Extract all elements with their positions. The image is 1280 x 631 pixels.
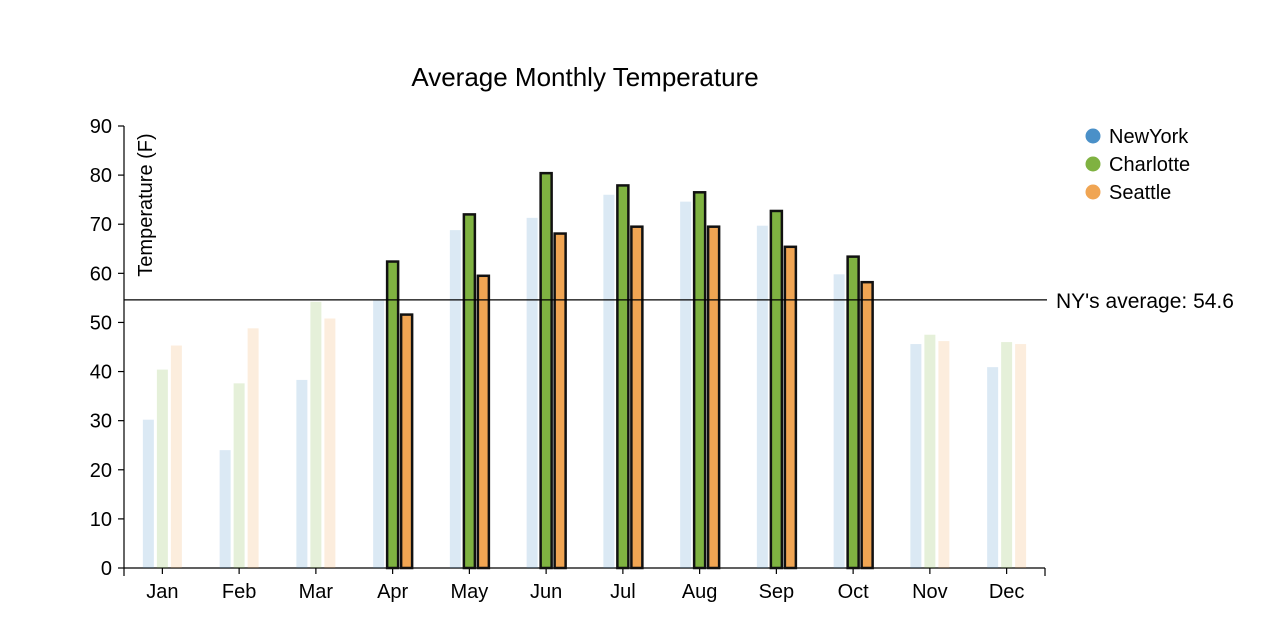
- legend-label-newyork: NewYork: [1109, 126, 1189, 148]
- bar-seattle-feb: [247, 328, 259, 568]
- bar-charlotte-jul: [616, 184, 630, 570]
- bar-newyork-dec: [987, 367, 999, 568]
- x-tick-label: Jan: [146, 581, 178, 603]
- bar-charlotte-jun: [539, 171, 553, 570]
- bar-charlotte-nov: [924, 334, 936, 568]
- bar-seattle-jan: [170, 345, 182, 568]
- reference-line-label: NY's average: 54.6: [1056, 290, 1234, 313]
- x-axis: Jan Feb Mar Apr May Jun Jul Aug Sep Oct Nov Dec: [123, 567, 1046, 603]
- x-tick-label: Feb: [222, 581, 256, 603]
- bar-seattle-mar: [324, 318, 336, 568]
- legend-swatch-charlotte: [1085, 156, 1101, 172]
- y-tick-label: 60: [90, 263, 112, 285]
- legend-swatch-newyork: [1085, 128, 1101, 144]
- x-tick-label: Sep: [759, 581, 795, 603]
- y-tick-label: 90: [90, 116, 112, 138]
- legend-label-seattle: Seattle: [1109, 182, 1171, 204]
- bar-charlotte-sep: [769, 209, 784, 570]
- bar-seattle-oct: [860, 280, 874, 570]
- y-tick-label: 10: [90, 509, 112, 531]
- bar-newyork-jul: [603, 194, 615, 568]
- bar-newyork-feb: [219, 450, 231, 568]
- bar-newyork-may: [449, 230, 461, 569]
- bar-seattle-sep: [783, 245, 798, 570]
- bar-newyork-jun: [526, 217, 538, 569]
- x-tick-label: Jun: [530, 581, 562, 603]
- bar-seattle-nov: [938, 341, 950, 568]
- bar-charlotte-feb: [233, 383, 245, 568]
- bar-charlotte-may: [462, 213, 477, 570]
- bar-newyork-nov: [910, 344, 922, 568]
- x-tick-label: Apr: [377, 581, 408, 603]
- x-tick-label: Dec: [989, 581, 1025, 603]
- reference-line-group: NY's average: 54.6: [124, 290, 1234, 313]
- y-tick-label: 0: [101, 558, 112, 580]
- legend: NewYork Charlotte Seattle: [1085, 126, 1190, 204]
- legend-label-charlotte: Charlotte: [1109, 154, 1190, 176]
- y-tick-label: 20: [90, 460, 112, 482]
- bar-newyork-aug: [680, 201, 692, 568]
- bar-charlotte-mar: [310, 301, 322, 568]
- bar-newyork-oct: [833, 274, 845, 568]
- bar-newyork-jan: [142, 419, 154, 568]
- x-tick-label: Nov: [912, 581, 948, 603]
- x-tick-label: Jul: [610, 581, 636, 603]
- legend-swatch-seattle: [1085, 184, 1101, 200]
- bar-seattle-jun: [553, 232, 567, 570]
- bar-charlotte-oct: [846, 255, 860, 570]
- y-axis: 0 10 20 30 40 50 60 70 80 90: [90, 116, 125, 580]
- y-tick-label: 50: [90, 312, 112, 334]
- y-tick-label: 80: [90, 165, 112, 187]
- bar-charlotte-apr: [385, 260, 400, 570]
- bar-seattle-jul: [630, 225, 644, 570]
- bar-charlotte-aug: [692, 191, 707, 570]
- bar-charlotte-dec: [1001, 342, 1013, 568]
- bar-newyork-sep: [756, 225, 768, 568]
- y-axis-title: Temperature (F): [135, 133, 157, 276]
- y-tick-label: 40: [90, 362, 112, 384]
- bar-seattle-aug: [706, 225, 721, 570]
- bar-charlotte-jan: [156, 369, 168, 568]
- x-tick-label: Mar: [299, 581, 334, 603]
- y-tick-label: 30: [90, 411, 112, 433]
- bar-newyork-apr: [373, 300, 385, 568]
- y-tick-label: 70: [90, 214, 112, 236]
- x-tick-label: Aug: [682, 581, 718, 603]
- chart-title: Average Monthly Temperature: [411, 62, 758, 92]
- bar-seattle-dec: [1015, 344, 1027, 568]
- bar-newyork-mar: [296, 379, 308, 568]
- bars-group: [142, 171, 1027, 570]
- bar-seattle-apr: [399, 313, 414, 570]
- x-tick-label: May: [450, 581, 488, 603]
- bar-seattle-may: [476, 274, 491, 570]
- x-tick-label: Oct: [838, 581, 870, 603]
